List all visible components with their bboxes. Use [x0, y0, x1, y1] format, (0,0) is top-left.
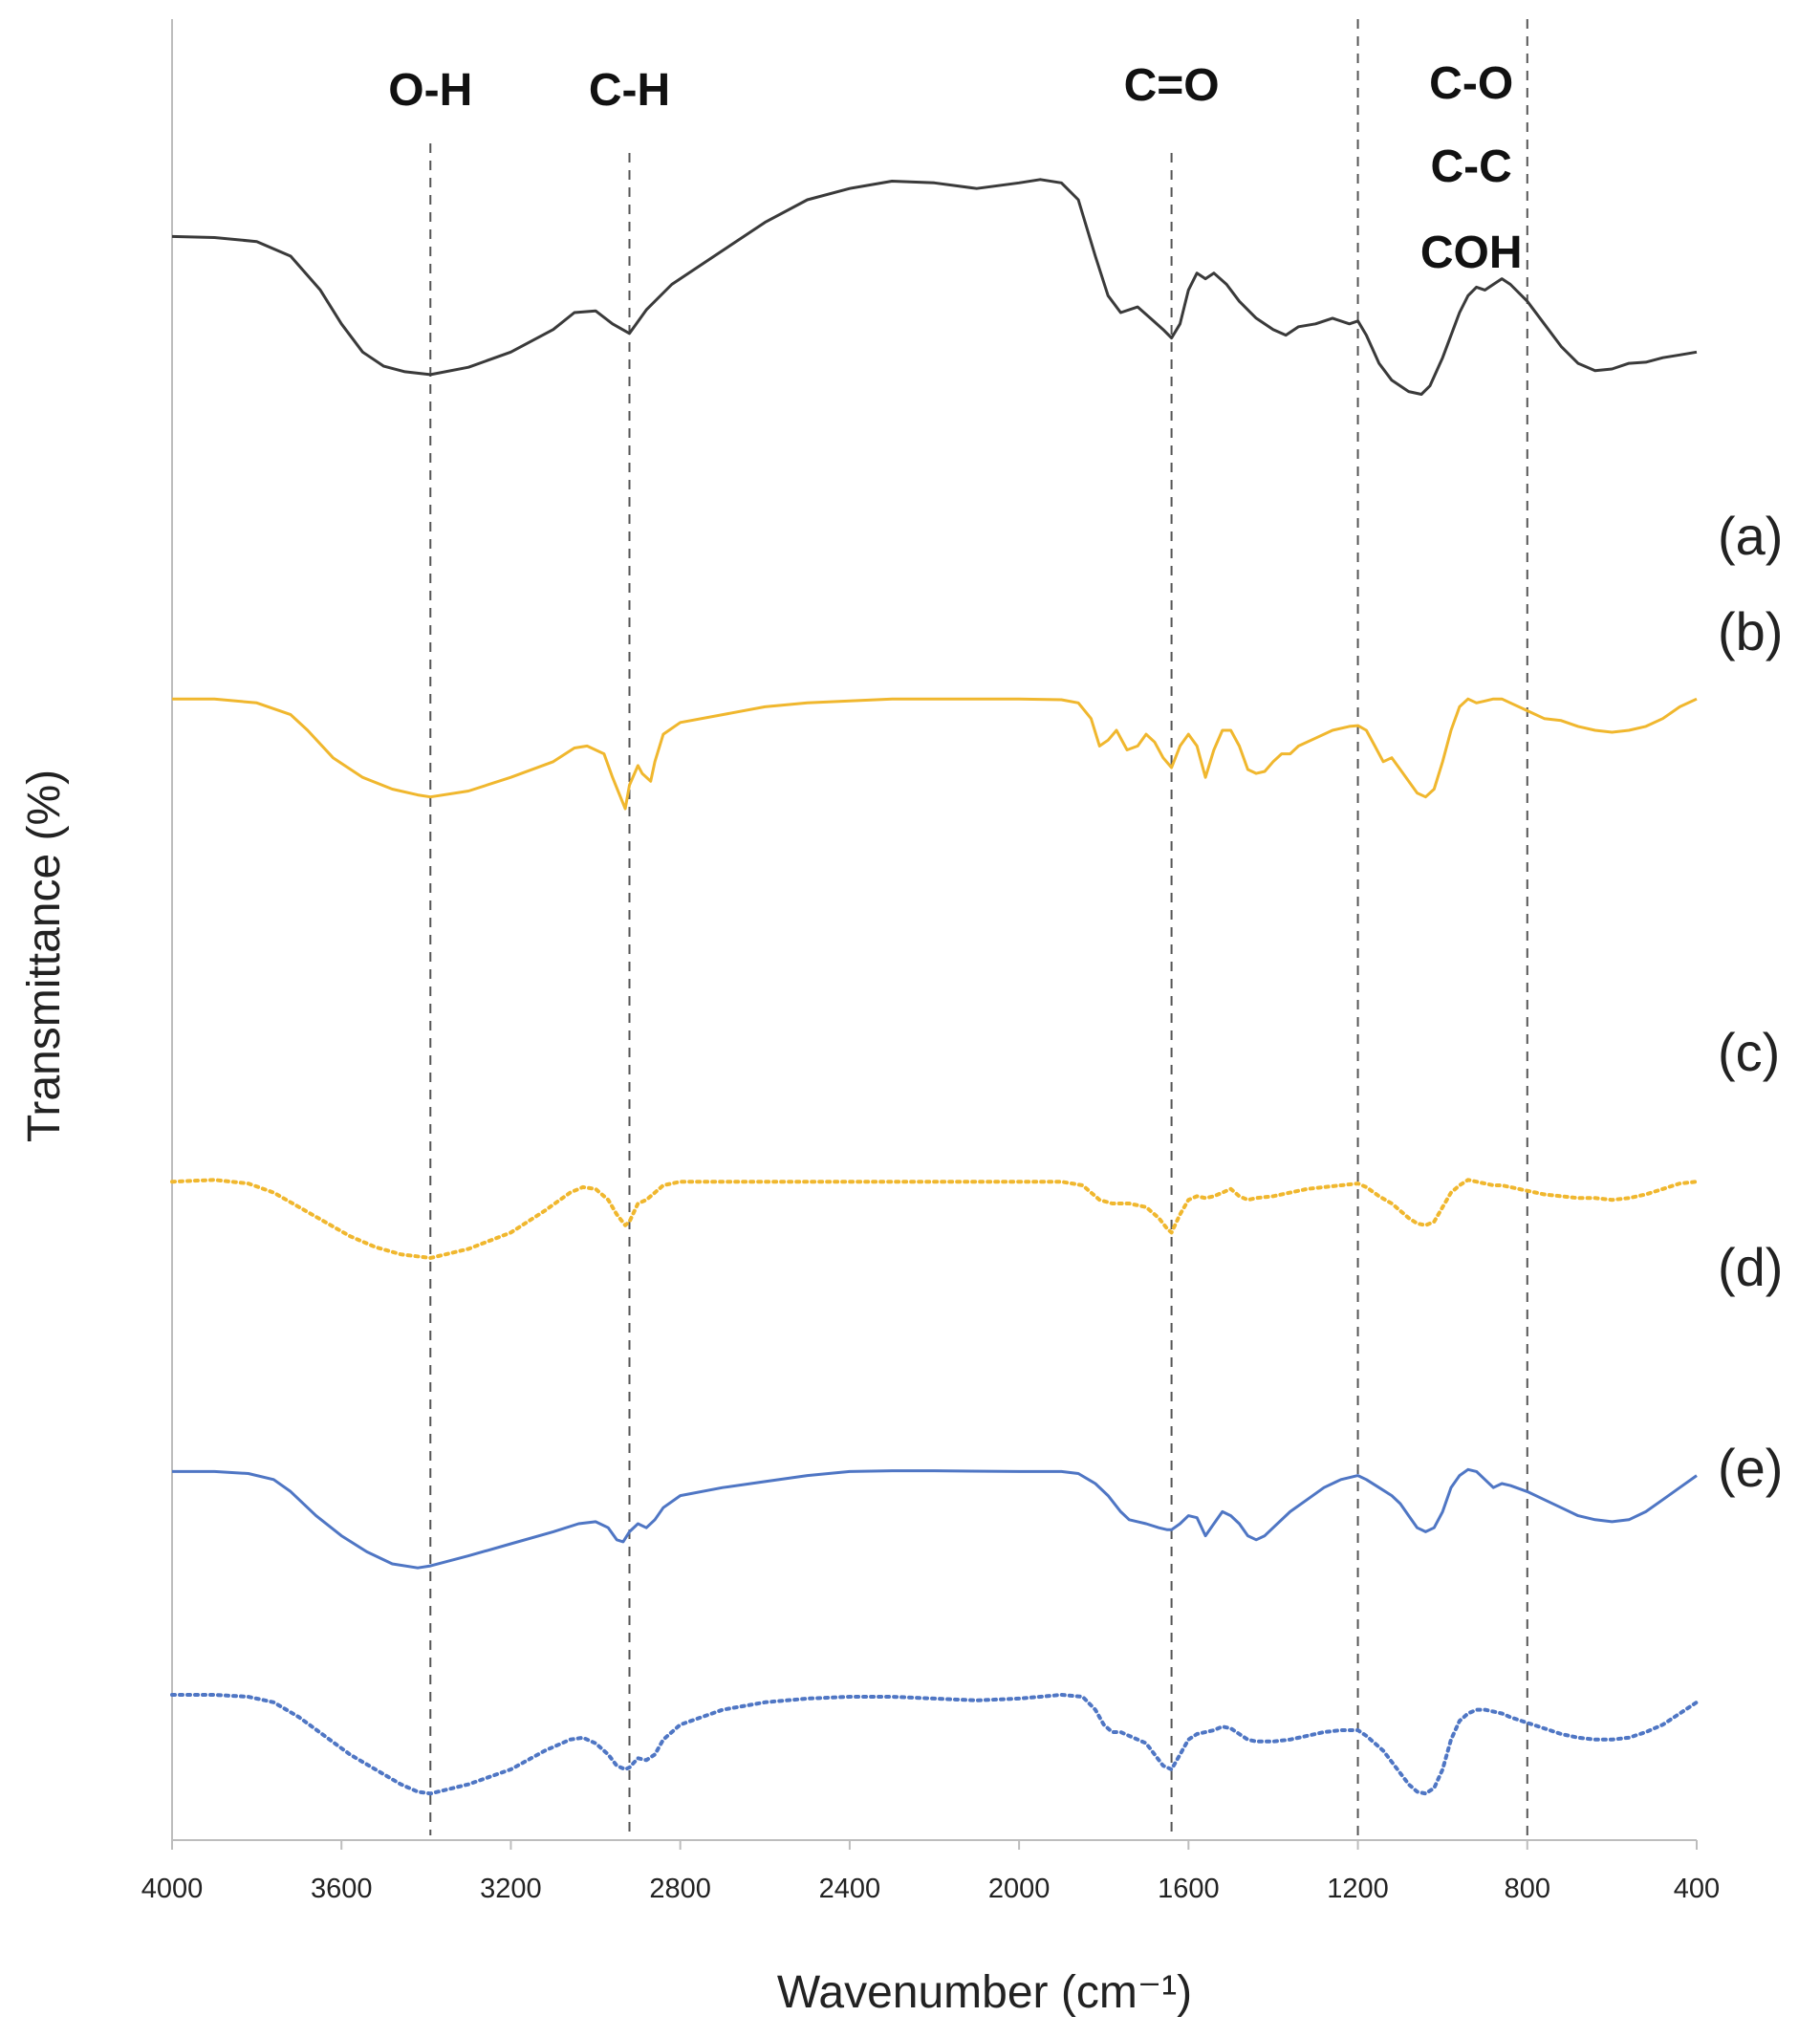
band-label-coh: COH: [1420, 228, 1523, 278]
x-tick-label-4000: 4000: [141, 1874, 204, 1904]
x-tick-label-3200: 3200: [480, 1874, 542, 1904]
x-tick-label-2400: 2400: [819, 1874, 881, 1904]
y-axis-title: Transmittance (%): [19, 770, 70, 1142]
band-label-o-h: O-H: [388, 65, 472, 116]
x-tick-label-2800: 2800: [649, 1874, 711, 1904]
series-labels: (a) (b) (c) (d) (e): [1718, 506, 1783, 1498]
x-tick-label-3600: 3600: [311, 1874, 373, 1904]
series-label-a: (a): [1718, 506, 1783, 566]
series-line-a: [171, 178, 1698, 396]
band-label-c-c: C-C: [1431, 141, 1512, 192]
series-label-b: (b): [1718, 601, 1783, 661]
series-line-b: [172, 697, 1698, 811]
x-axis-title: Wavenumber (cm⁻¹): [777, 1967, 1192, 2018]
x-tick-label-800: 800: [1505, 1874, 1550, 1904]
spectra-series: [170, 178, 1699, 1796]
band-label-c-h: C-H: [589, 65, 670, 116]
x-tick-label-1200: 1200: [1327, 1874, 1389, 1904]
series-label-d: (d): [1718, 1237, 1783, 1297]
band-label-c-o: C=O: [1124, 60, 1220, 111]
series-line-e: [170, 1693, 1699, 1796]
series-label-e: (e): [1718, 1438, 1783, 1498]
reference-lines: [429, 19, 1528, 1835]
x-tick-label-400: 400: [1674, 1874, 1720, 1904]
band-labels: O-H C-H C=O C-O C-C COH: [388, 58, 1522, 278]
series-line-c: [170, 1178, 1699, 1260]
series-label-c: (c): [1718, 1022, 1780, 1082]
series-line-d: [172, 1467, 1698, 1570]
x-axis-ticks: 4000 3600 3200 2800 2400 2000 1600 1200 800 400: [141, 1840, 1720, 1904]
plot-area: [171, 19, 1697, 1841]
x-tick-label-1600: 1600: [1158, 1874, 1220, 1904]
x-tick-label-2000: 2000: [988, 1874, 1051, 1904]
band-label-c-o: C-O: [1429, 58, 1513, 109]
